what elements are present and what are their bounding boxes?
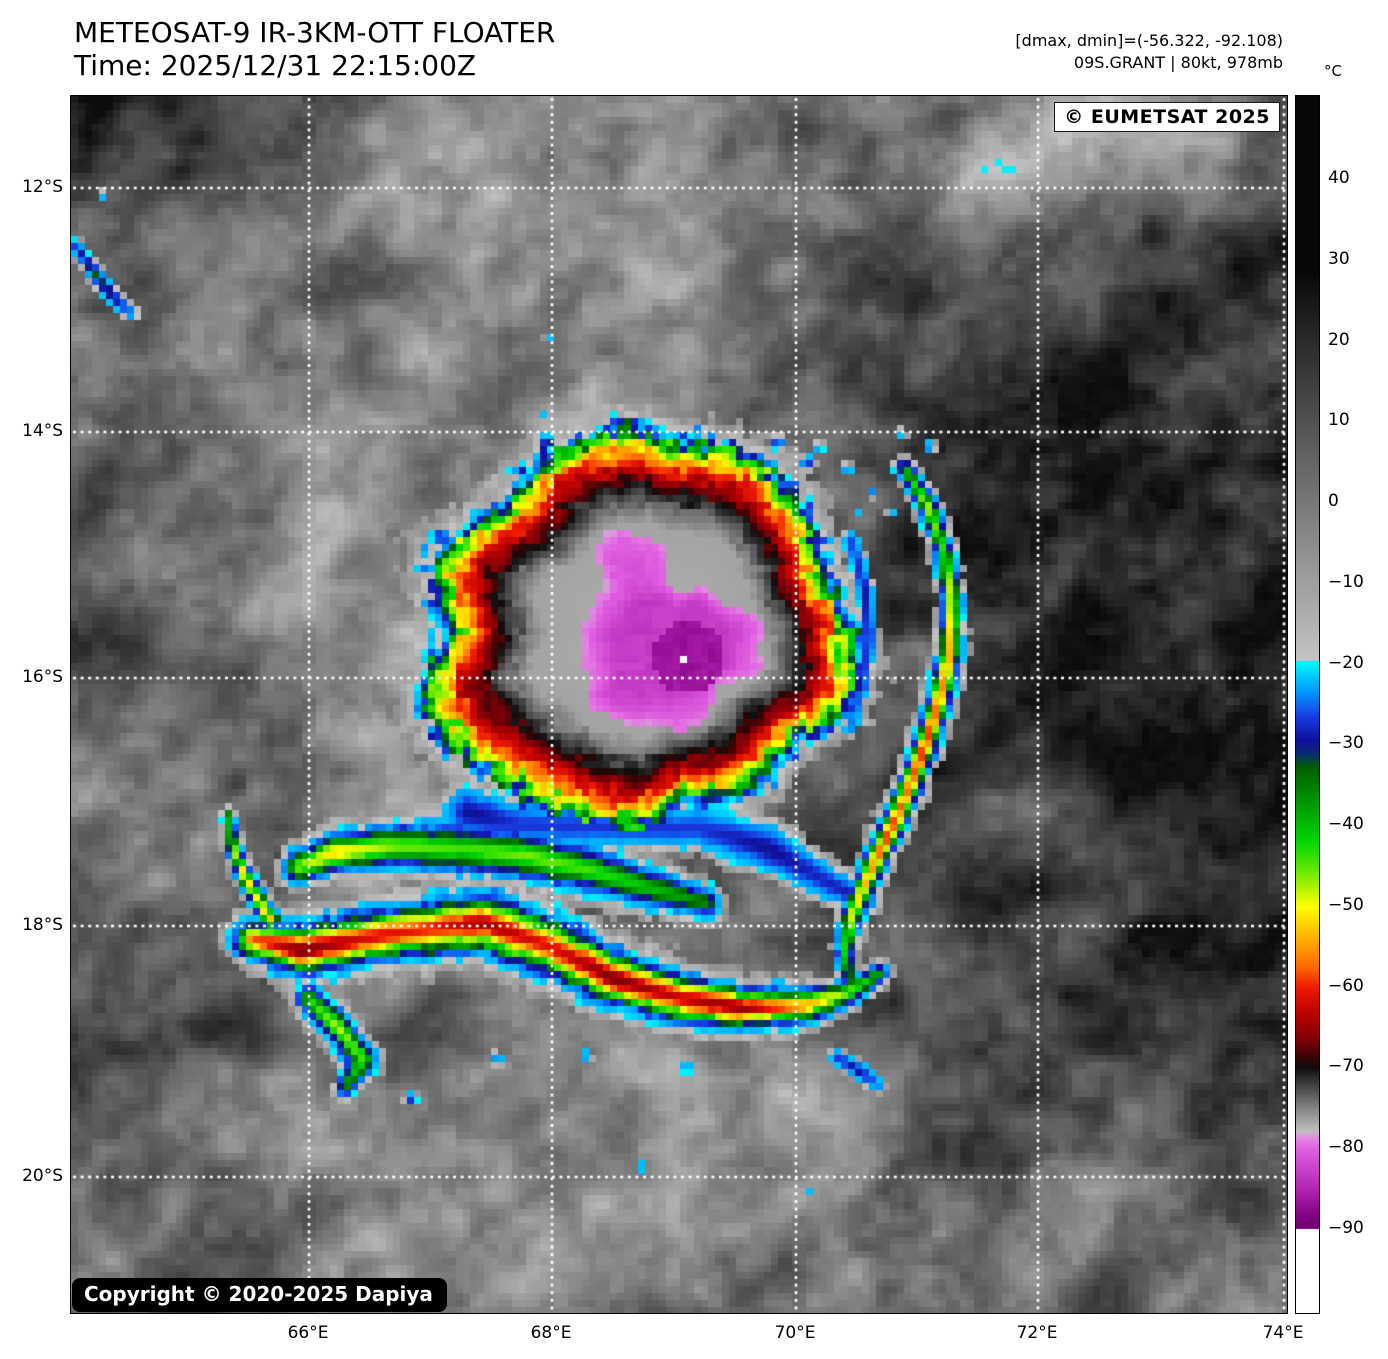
title-block: METEOSAT-9 IR-3KM-OTT FLOATER Time: 2025…	[74, 16, 555, 82]
lat-tick-label: 14°S	[22, 421, 63, 441]
lat-tick-label: 16°S	[22, 667, 63, 687]
dapiya-copyright-badge: Copyright © 2020-2025 Dapiya	[72, 1278, 447, 1312]
colorbar-tick-label: −90	[1328, 1217, 1364, 1238]
colorbar-tick-label: 0	[1328, 491, 1339, 512]
colorbar-tick-label: 10	[1328, 410, 1350, 431]
satellite-map-area: © EUMETSAT 2025 Copyright © 2020-2025 Da…	[70, 95, 1288, 1314]
colorbar-tick-label: −10	[1328, 571, 1364, 592]
product-title: METEOSAT-9 IR-3KM-OTT FLOATER	[74, 16, 556, 49]
lon-tick-label: 72°E	[1016, 1323, 1058, 1343]
colorbar-tick-label: −60	[1328, 975, 1364, 996]
colorbar-tick-label: 40	[1328, 168, 1350, 188]
lat-tick-label: 18°S	[22, 915, 63, 935]
dmax-dmin-readout: [dmax, dmin]=(-56.322, -92.108)	[1015, 31, 1283, 50]
temperature-colorbar	[1295, 95, 1320, 1314]
lon-tick-label: 68°E	[530, 1323, 572, 1343]
lat-tick-label: 20°S	[22, 1166, 63, 1186]
lon-tick-label: 66°E	[287, 1323, 329, 1343]
lat-tick-label: 12°S	[22, 177, 63, 197]
colorbar-tick-label: −20	[1328, 652, 1364, 673]
satellite-image-canvas	[71, 96, 1287, 1313]
colorbar-tick-label: −80	[1328, 1137, 1364, 1158]
colorbar-tick-label: −70	[1328, 1056, 1364, 1077]
colorbar-unit-label: °C	[1324, 62, 1342, 80]
colorbar-tick-label: −30	[1328, 733, 1364, 754]
stats-block: [dmax, dmin]=(-56.322, -92.108) 09S.GRAN…	[1015, 30, 1283, 74]
lon-tick-label: 70°E	[774, 1323, 816, 1343]
colorbar-tick-label: 20	[1328, 329, 1350, 350]
colorbar-tick-label: 30	[1328, 248, 1350, 269]
colorbar-tick-label: −40	[1328, 814, 1364, 835]
lon-tick-label: 74°E	[1262, 1323, 1304, 1343]
colorbar-tick-label: −50	[1328, 894, 1364, 915]
eumetsat-attribution-badge: © EUMETSAT 2025	[1054, 102, 1280, 132]
storm-intensity-readout: 09S.GRANT | 80kt, 978mb	[1073, 53, 1283, 72]
product-timestamp: Time: 2025/12/31 22:15:00Z	[74, 49, 477, 82]
